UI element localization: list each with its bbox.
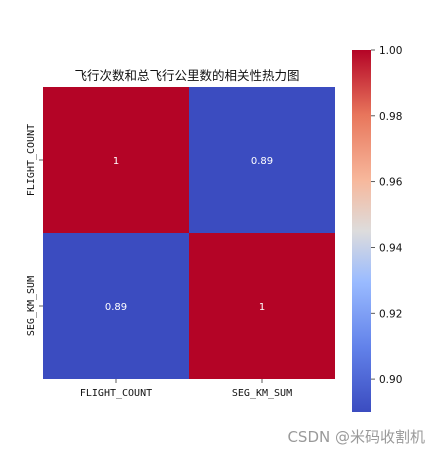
watermark: CSDN @米码收割机 bbox=[287, 428, 425, 446]
colorbar-tick-label: 0.96 bbox=[379, 177, 403, 189]
heatmap-cell-labels: 1 0.89 0.89 1 bbox=[105, 156, 273, 313]
colorbar-tick-label: 0.92 bbox=[379, 308, 402, 320]
heatmap-cell bbox=[43, 87, 189, 233]
y-tick-label: FLIGHT_COUNT bbox=[26, 124, 37, 196]
y-tick-label: SEG_KM_SUM bbox=[26, 276, 37, 336]
colorbar bbox=[352, 50, 371, 412]
cell-value-label: 0.89 bbox=[251, 156, 273, 167]
colorbar-tick-label: 0.90 bbox=[379, 374, 402, 386]
heatmap-cells bbox=[43, 87, 335, 379]
cell-value-label: 1 bbox=[113, 156, 119, 167]
colorbar-tick-label: 0.94 bbox=[379, 242, 403, 254]
heatmap-cell bbox=[189, 233, 335, 379]
cell-value-label: 1 bbox=[259, 302, 265, 313]
colorbar-tick-label: 1.00 bbox=[379, 45, 402, 57]
colorbar-ticks: 0.90 0.92 0.94 0.96 0.98 1.00 bbox=[371, 45, 403, 386]
x-tick-label: SEG_KM_SUM bbox=[232, 388, 292, 399]
x-tick-labels: FLIGHT_COUNT SEG_KM_SUM bbox=[80, 379, 292, 399]
chart-title: 飞行次数和总飞行公里数的相关性热力图 bbox=[74, 68, 299, 83]
y-tick-labels: FLIGHT_COUNT SEG_KM_SUM bbox=[26, 124, 43, 336]
cell-value-label: 0.89 bbox=[105, 302, 127, 313]
heatmap-cell bbox=[189, 87, 335, 233]
heatmap-cell bbox=[43, 233, 189, 379]
x-tick-label: FLIGHT_COUNT bbox=[80, 388, 152, 399]
colorbar-tick-label: 0.98 bbox=[379, 111, 402, 123]
